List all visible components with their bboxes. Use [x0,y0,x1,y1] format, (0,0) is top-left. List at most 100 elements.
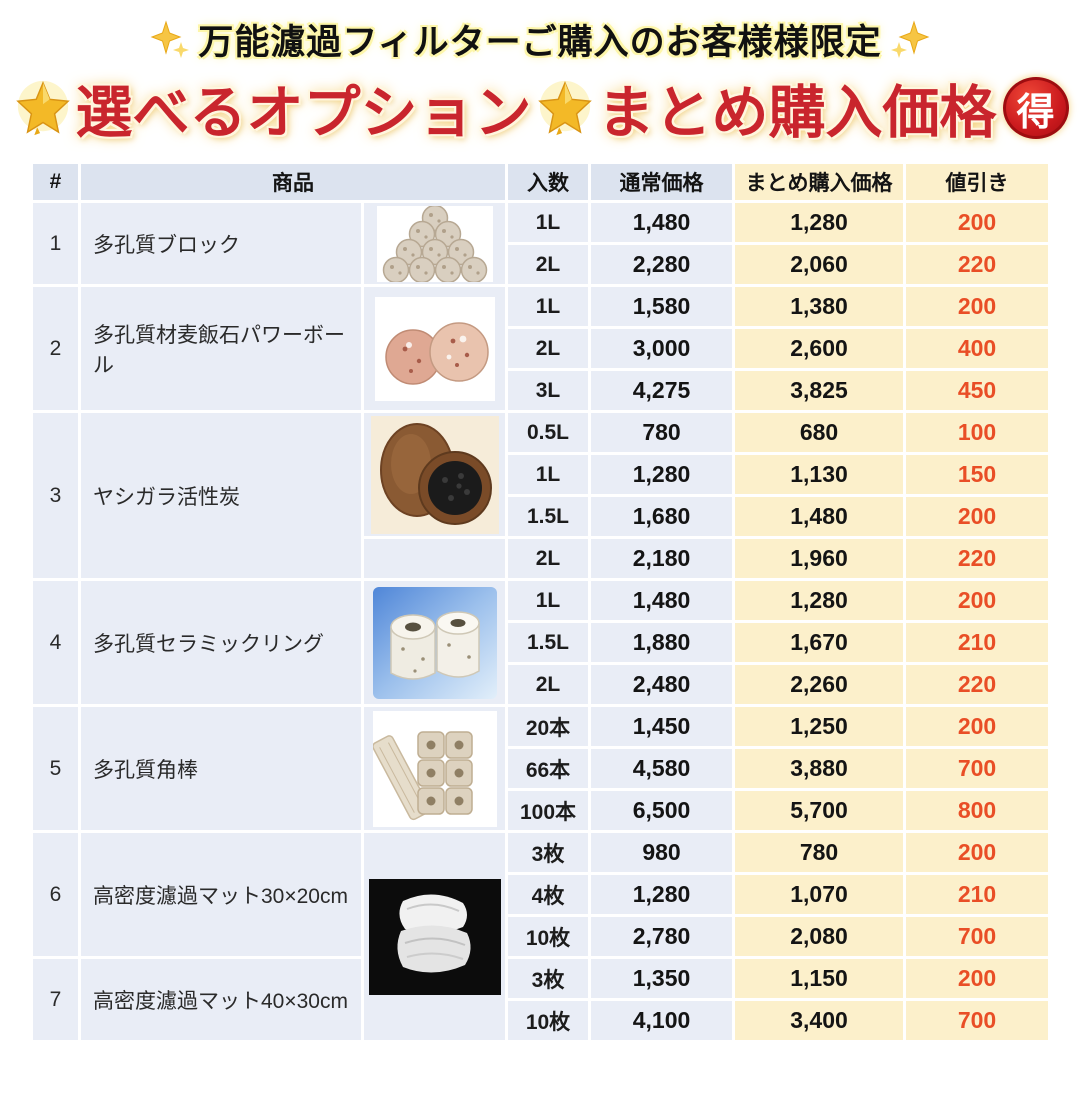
normal-price-cell: 1,880 [591,623,732,662]
table-row: 2L 2,480 2,260 220 [33,665,1048,704]
bulk-price-cell: 1,380 [735,287,903,326]
bulk-price-cell: 1,250 [735,707,903,746]
quantity-cell: 2L [508,329,588,368]
quantity-cell: 1L [508,455,588,494]
table-row: 66本 4,580 3,880 700 [33,749,1048,788]
title-part1: 選べるオプション [75,81,532,145]
filter-mat-photo [368,878,501,995]
quantity-cell: 1L [508,203,588,242]
top-banner: 万能濾過フィルターご購入のお客様様限定 [0,14,1080,65]
product-name-cell: 多孔質角棒 [81,707,361,830]
product-number-cell: 1 [33,203,78,284]
product-photo-cell [364,203,505,284]
product-photo-empty-cell [364,539,505,578]
quantity-cell: 66本 [508,749,588,788]
bulk-price-cell: 2,260 [735,665,903,704]
discount-cell: 220 [906,539,1048,578]
normal-price-cell: 1,280 [591,875,732,914]
normal-price-cell: 1,280 [591,455,732,494]
quantity-cell: 2L [508,539,588,578]
discount-cell: 700 [906,1001,1048,1040]
normal-price-cell: 2,180 [591,539,732,578]
page-title: 選べるオプション まとめ購入価格 得 [0,67,1080,149]
ceramic-rings-photo [372,586,497,699]
quantity-cell: 10枚 [508,1001,588,1040]
col-header-number: # [33,164,78,200]
normal-price-cell: 1,680 [591,497,732,536]
table-row: 4枚 1,280 1,070 210 [33,875,1048,914]
table-row: 2L 2,180 1,960 220 [33,539,1048,578]
product-name-cell: 多孔質セラミックリング [81,581,361,704]
product-number-cell: 2 [33,287,78,410]
bulk-price-cell: 3,825 [735,371,903,410]
table-row: 3L 4,275 3,825 450 [33,371,1048,410]
product-photo-cell [364,413,505,536]
table-row: 4 多孔質セラミックリング 1L 1,480 1,280 200 [33,581,1048,704]
col-header-quantity: 入数 [508,164,588,200]
quantity-cell: 1L [508,581,588,620]
discount-cell: 700 [906,749,1048,788]
price-table: # 商品 入数 通常価格 まとめ購入価格 値引き 1 多孔質ブロック 1L 1,480… [30,161,1051,1043]
quantity-cell: 1.5L [508,623,588,662]
discount-cell: 200 [906,287,1048,326]
discount-cell: 200 [906,497,1048,536]
normal-price-cell: 1,480 [591,581,732,620]
quantity-cell: 20本 [508,707,588,746]
square-rods-photo [372,710,497,827]
product-name-cell: ヤシガラ活性炭 [81,413,361,578]
bulk-price-cell: 3,400 [735,1001,903,1040]
quantity-cell: 3枚 [508,833,588,872]
quantity-cell: 0.5L [508,413,588,452]
discount-cell: 200 [906,203,1048,242]
table-row: 100本 6,500 5,700 800 [33,791,1048,830]
bulk-price-cell: 2,060 [735,245,903,284]
product-number-cell: 4 [33,581,78,704]
glowing-star-icon [15,80,70,136]
discount-cell: 200 [906,707,1048,746]
product-number-cell: 5 [33,707,78,830]
table-row: 1 多孔質ブロック 1L 1,480 1,280 200 [33,203,1048,284]
product-photo-cell [364,287,505,410]
table-row: 6 高密度濾過マット30×20cm 3枚 980 780 200 [33,833,1048,1040]
sparkles-icon [890,19,930,58]
bulk-price-cell: 3,880 [735,749,903,788]
product-number-cell: 7 [33,959,78,1040]
banner-text: 万能濾過フィルターご購入のお客様様限定 [198,23,882,62]
porous-blocks-photo [376,205,493,282]
product-name-cell: 高密度濾過マット30×20cm [81,833,361,956]
product-name-cell: 高密度濾過マット40×30cm [81,959,361,1040]
table-row: 2 多孔質材麦飯石パワーボール 1L 1,580 1,380 200 [33,287,1048,410]
bulk-price-cell: 1,280 [735,203,903,242]
quantity-cell: 2L [508,665,588,704]
table-row: 1.5L 1,680 1,480 200 [33,497,1048,536]
normal-price-cell: 1,580 [591,287,732,326]
product-number-cell: 6 [33,833,78,956]
col-header-bulk-price: まとめ購入価格 [735,164,903,200]
quantity-cell: 3L [508,371,588,410]
table-row: 10枚 2,780 2,080 700 [33,917,1048,956]
normal-price-cell: 4,275 [591,371,732,410]
bulk-price-cell: 5,700 [735,791,903,830]
discount-cell: 450 [906,371,1048,410]
normal-price-cell: 780 [591,413,732,452]
normal-price-cell: 1,480 [591,203,732,242]
normal-price-cell: 2,480 [591,665,732,704]
product-photo-cell [364,581,505,704]
quantity-cell: 3枚 [508,959,588,998]
normal-price-cell: 980 [591,833,732,872]
quantity-cell: 10枚 [508,917,588,956]
discount-cell: 100 [906,413,1048,452]
table-row: 5 多孔質角棒 20本 1,450 1,250 200 [33,707,1048,830]
discount-cell: 700 [906,917,1048,956]
table-row: 1.5L 1,880 1,670 210 [33,623,1048,662]
toku-badge: 得 [1002,77,1069,139]
quantity-cell: 2L [508,245,588,284]
discount-cell: 210 [906,623,1048,662]
discount-cell: 210 [906,875,1048,914]
discount-cell: 200 [906,959,1048,998]
bulk-price-cell: 1,960 [735,539,903,578]
discount-cell: 220 [906,245,1048,284]
bulk-price-cell: 1,150 [735,959,903,998]
coconut-carbon-photo [370,415,499,534]
power-balls-photo [374,296,495,401]
